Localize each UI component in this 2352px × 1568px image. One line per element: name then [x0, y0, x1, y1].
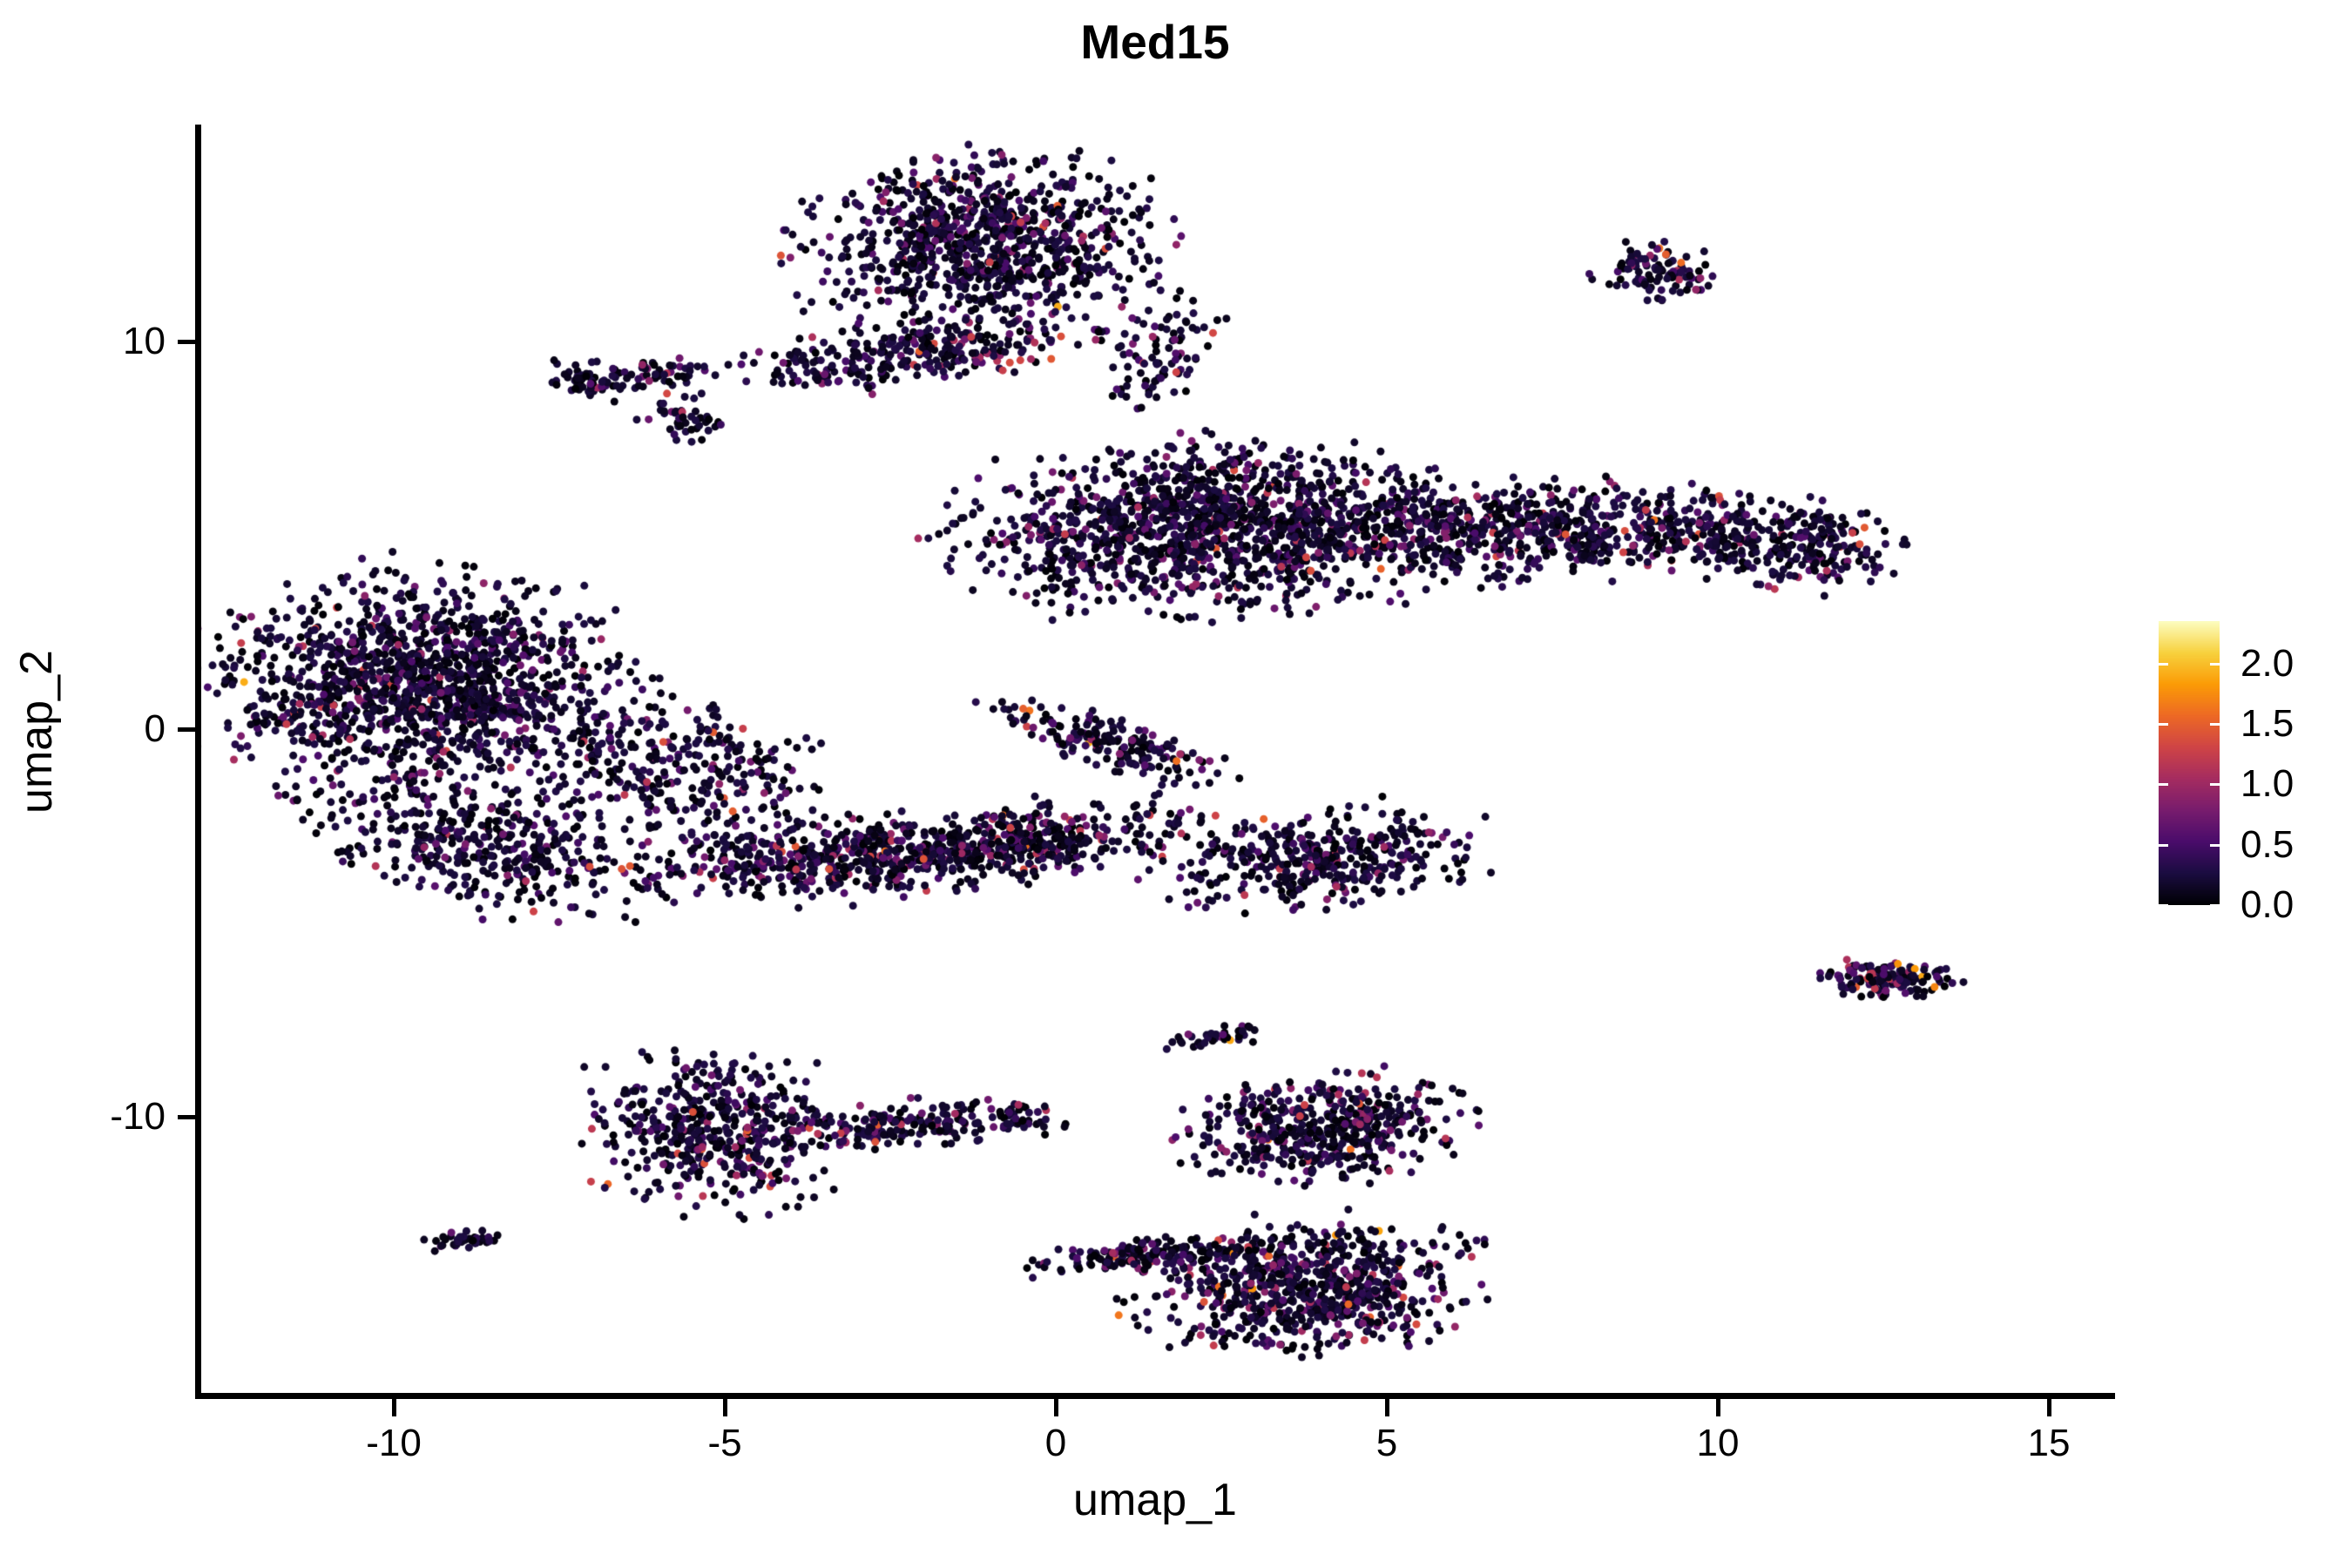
colorbar-tick-mark	[2210, 722, 2220, 726]
y-tick-mark	[178, 727, 195, 732]
colorbar-tick-mark	[2210, 662, 2220, 666]
scatter-points-canvas	[195, 125, 2115, 1396]
colorbar-tick-mark	[2159, 904, 2168, 907]
x-tick-mark	[1385, 1399, 1389, 1416]
x-axis-label: umap_1	[1073, 1475, 1237, 1525]
y-tick-label: 0	[144, 706, 166, 750]
colorbar-gradient	[2159, 621, 2220, 905]
x-tick-label: 0	[1044, 1422, 1067, 1464]
x-tick-mark	[392, 1399, 396, 1416]
x-tick-mark	[1054, 1399, 1058, 1416]
y-axis-line	[195, 125, 201, 1399]
colorbar-tick-mark	[2210, 843, 2220, 847]
plot-title-text: Med15	[1080, 15, 1230, 69]
x-tick-label: -10	[366, 1422, 422, 1464]
y-tick-mark	[178, 340, 195, 345]
colorbar-tick-label: 1.0	[2240, 762, 2295, 806]
colorbar-tick-mark	[2159, 783, 2168, 787]
x-tick-label: -5	[707, 1422, 742, 1464]
colorbar-tick-label: 2.0	[2240, 641, 2295, 685]
x-axis-line	[195, 1393, 2115, 1399]
colorbar-tick-mark	[2210, 783, 2220, 787]
colorbar-tick-label: 1.5	[2240, 701, 2295, 745]
x-tick-label: 15	[2027, 1422, 2071, 1464]
x-tick-mark	[2047, 1399, 2051, 1416]
x-tick-mark	[1716, 1399, 1720, 1416]
y-tick-label: -10	[110, 1094, 166, 1138]
x-tick-mark	[723, 1399, 727, 1416]
y-tick-mark	[178, 1114, 195, 1119]
y-axis-label-wrapper: umap_2	[10, 645, 63, 819]
colorbar-tick-mark	[2210, 904, 2220, 907]
colorbar-tick-label: 0.0	[2240, 883, 2295, 926]
colorbar-legend: 0.0 0.5 1.0 1.5 2.0	[2159, 621, 2294, 926]
colorbar-tick-mark	[2159, 843, 2168, 847]
colorbar-tick-mark	[2159, 662, 2168, 666]
y-axis-label: umap_2	[11, 650, 62, 814]
y-tick-label: 10	[123, 320, 166, 363]
x-tick-label: 5	[1375, 1422, 1398, 1464]
colorbar-tick-label: 0.5	[2240, 822, 2295, 866]
plot-title: Med15	[195, 14, 2115, 70]
plot-panel	[195, 125, 2115, 1396]
x-tick-label: 10	[1696, 1422, 1740, 1464]
colorbar-tick-mark	[2159, 722, 2168, 726]
